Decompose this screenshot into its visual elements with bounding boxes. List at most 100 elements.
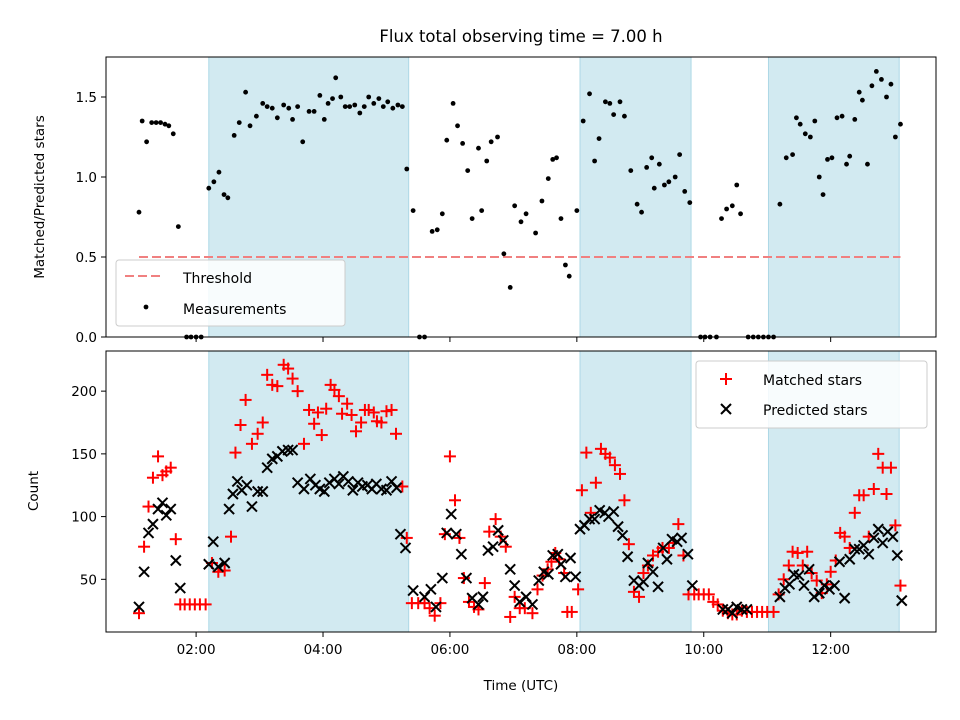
- x-tick-label: 04:00: [304, 642, 343, 658]
- matched-star-point: [603, 451, 616, 464]
- measurement-point: [844, 161, 849, 167]
- matched-star-point: [362, 403, 375, 416]
- measurement-point: [790, 152, 795, 158]
- measurement-point: [330, 96, 335, 101]
- measurement-point: [149, 120, 155, 125]
- measurement-point: [507, 285, 513, 290]
- matched-star-point: [297, 437, 310, 450]
- predicted-star-point: [390, 482, 403, 494]
- measurement-point: [479, 208, 485, 214]
- measurement-point: [444, 137, 450, 143]
- legend-predicted-swatch: [720, 403, 732, 415]
- predicted-star-point: [559, 571, 572, 583]
- top-y-tick-label: 0.5: [76, 250, 97, 266]
- measurement-point: [247, 123, 253, 129]
- predicted-star-point: [717, 603, 729, 616]
- predicted-star-point: [682, 548, 694, 560]
- measurement-point: [651, 185, 657, 191]
- matched-star-point: [531, 583, 544, 596]
- measurement-point: [385, 99, 391, 105]
- top-y-tick-label: 1.0: [76, 170, 97, 186]
- predicted-star-point: [450, 528, 462, 540]
- predicted-star-point: [588, 513, 601, 525]
- predicted-star-point: [257, 485, 269, 498]
- predicted-star-point: [793, 569, 805, 582]
- predicted-star-point: [487, 540, 499, 553]
- predicted-stars-series: [133, 444, 908, 619]
- legend-measurements-label: Measurements: [183, 302, 286, 318]
- matched-star-point: [132, 607, 145, 620]
- measurement-point: [839, 113, 845, 119]
- matched-star-point: [303, 403, 316, 416]
- matched-star-point: [608, 459, 621, 472]
- measurement-point: [873, 69, 879, 74]
- measurement-point: [170, 131, 176, 137]
- measurement-point: [175, 224, 181, 230]
- predicted-star-point: [642, 557, 654, 569]
- top-shaded-interval: [579, 56, 692, 338]
- measurement-point: [429, 229, 435, 234]
- measurement-point: [395, 102, 401, 108]
- measurement-point: [221, 192, 227, 198]
- measurement-point: [622, 113, 627, 119]
- matched-star-point: [504, 610, 517, 623]
- matched-star-point: [857, 489, 870, 502]
- predicted-star-point: [441, 527, 453, 539]
- predicted-star-point: [286, 444, 299, 456]
- matched-star-point: [867, 482, 880, 495]
- matched-star-point: [580, 446, 593, 459]
- predicted-star-point: [552, 548, 564, 560]
- measurement-point: [484, 158, 490, 164]
- predicted-star-point: [218, 557, 231, 569]
- matched-star-point: [777, 573, 790, 586]
- measurement-point: [371, 101, 377, 106]
- predicted-star-point: [849, 543, 861, 555]
- measurement-point: [361, 104, 367, 109]
- measurement-point: [533, 230, 538, 236]
- top-y-axis-label: Matched/Predicted stars: [32, 115, 48, 278]
- measurement-point: [666, 179, 672, 185]
- predicted-star-point: [298, 483, 310, 495]
- matched-star-point: [251, 427, 264, 440]
- matched-star-point: [627, 585, 640, 598]
- predicted-star-point: [621, 551, 634, 563]
- measurement-point: [295, 104, 301, 109]
- predicted-star-point: [160, 509, 172, 522]
- predicted-star-point: [430, 601, 442, 613]
- predicted-star-point: [828, 579, 841, 592]
- matched-star-point: [271, 380, 284, 393]
- legend-matched-label: Matched stars: [763, 373, 862, 389]
- bottom-y-tick-label: 50: [80, 572, 97, 588]
- matched-star-point: [218, 564, 231, 577]
- measurement-point: [342, 104, 348, 109]
- predicted-star-point: [637, 576, 650, 588]
- measurement-point: [460, 141, 466, 146]
- measurement-point: [166, 123, 172, 129]
- matched-star-point: [199, 598, 212, 611]
- legend-predicted-label: Predicted stars: [763, 403, 868, 419]
- predicted-star-point: [774, 591, 786, 603]
- measurement-point: [662, 182, 667, 188]
- predicted-star-point: [138, 566, 150, 578]
- predicted-star-point: [492, 524, 504, 537]
- measurement-point: [607, 101, 613, 106]
- matched-star-point: [229, 446, 242, 459]
- bottom-y-tick-label: 200: [71, 384, 97, 400]
- measurement-point: [450, 101, 456, 106]
- matched-star-point: [308, 417, 321, 430]
- legend-threshold-label: Threshold: [182, 271, 252, 287]
- predicted-star-point: [803, 563, 815, 575]
- predicted-star-point: [675, 532, 688, 544]
- predicted-star-point: [542, 568, 554, 581]
- predicted-star-point: [203, 558, 215, 570]
- matched-star-point: [266, 378, 279, 391]
- measurement-point: [793, 115, 799, 121]
- matched-star-point: [702, 588, 715, 601]
- matched-star-point: [315, 429, 328, 442]
- top-axes-frame: [105, 56, 937, 338]
- measurement-point: [139, 118, 145, 124]
- measurement-point: [617, 99, 623, 105]
- measurement-point: [523, 211, 529, 217]
- matched-star-point: [311, 406, 324, 419]
- predicted-star-point: [241, 479, 253, 491]
